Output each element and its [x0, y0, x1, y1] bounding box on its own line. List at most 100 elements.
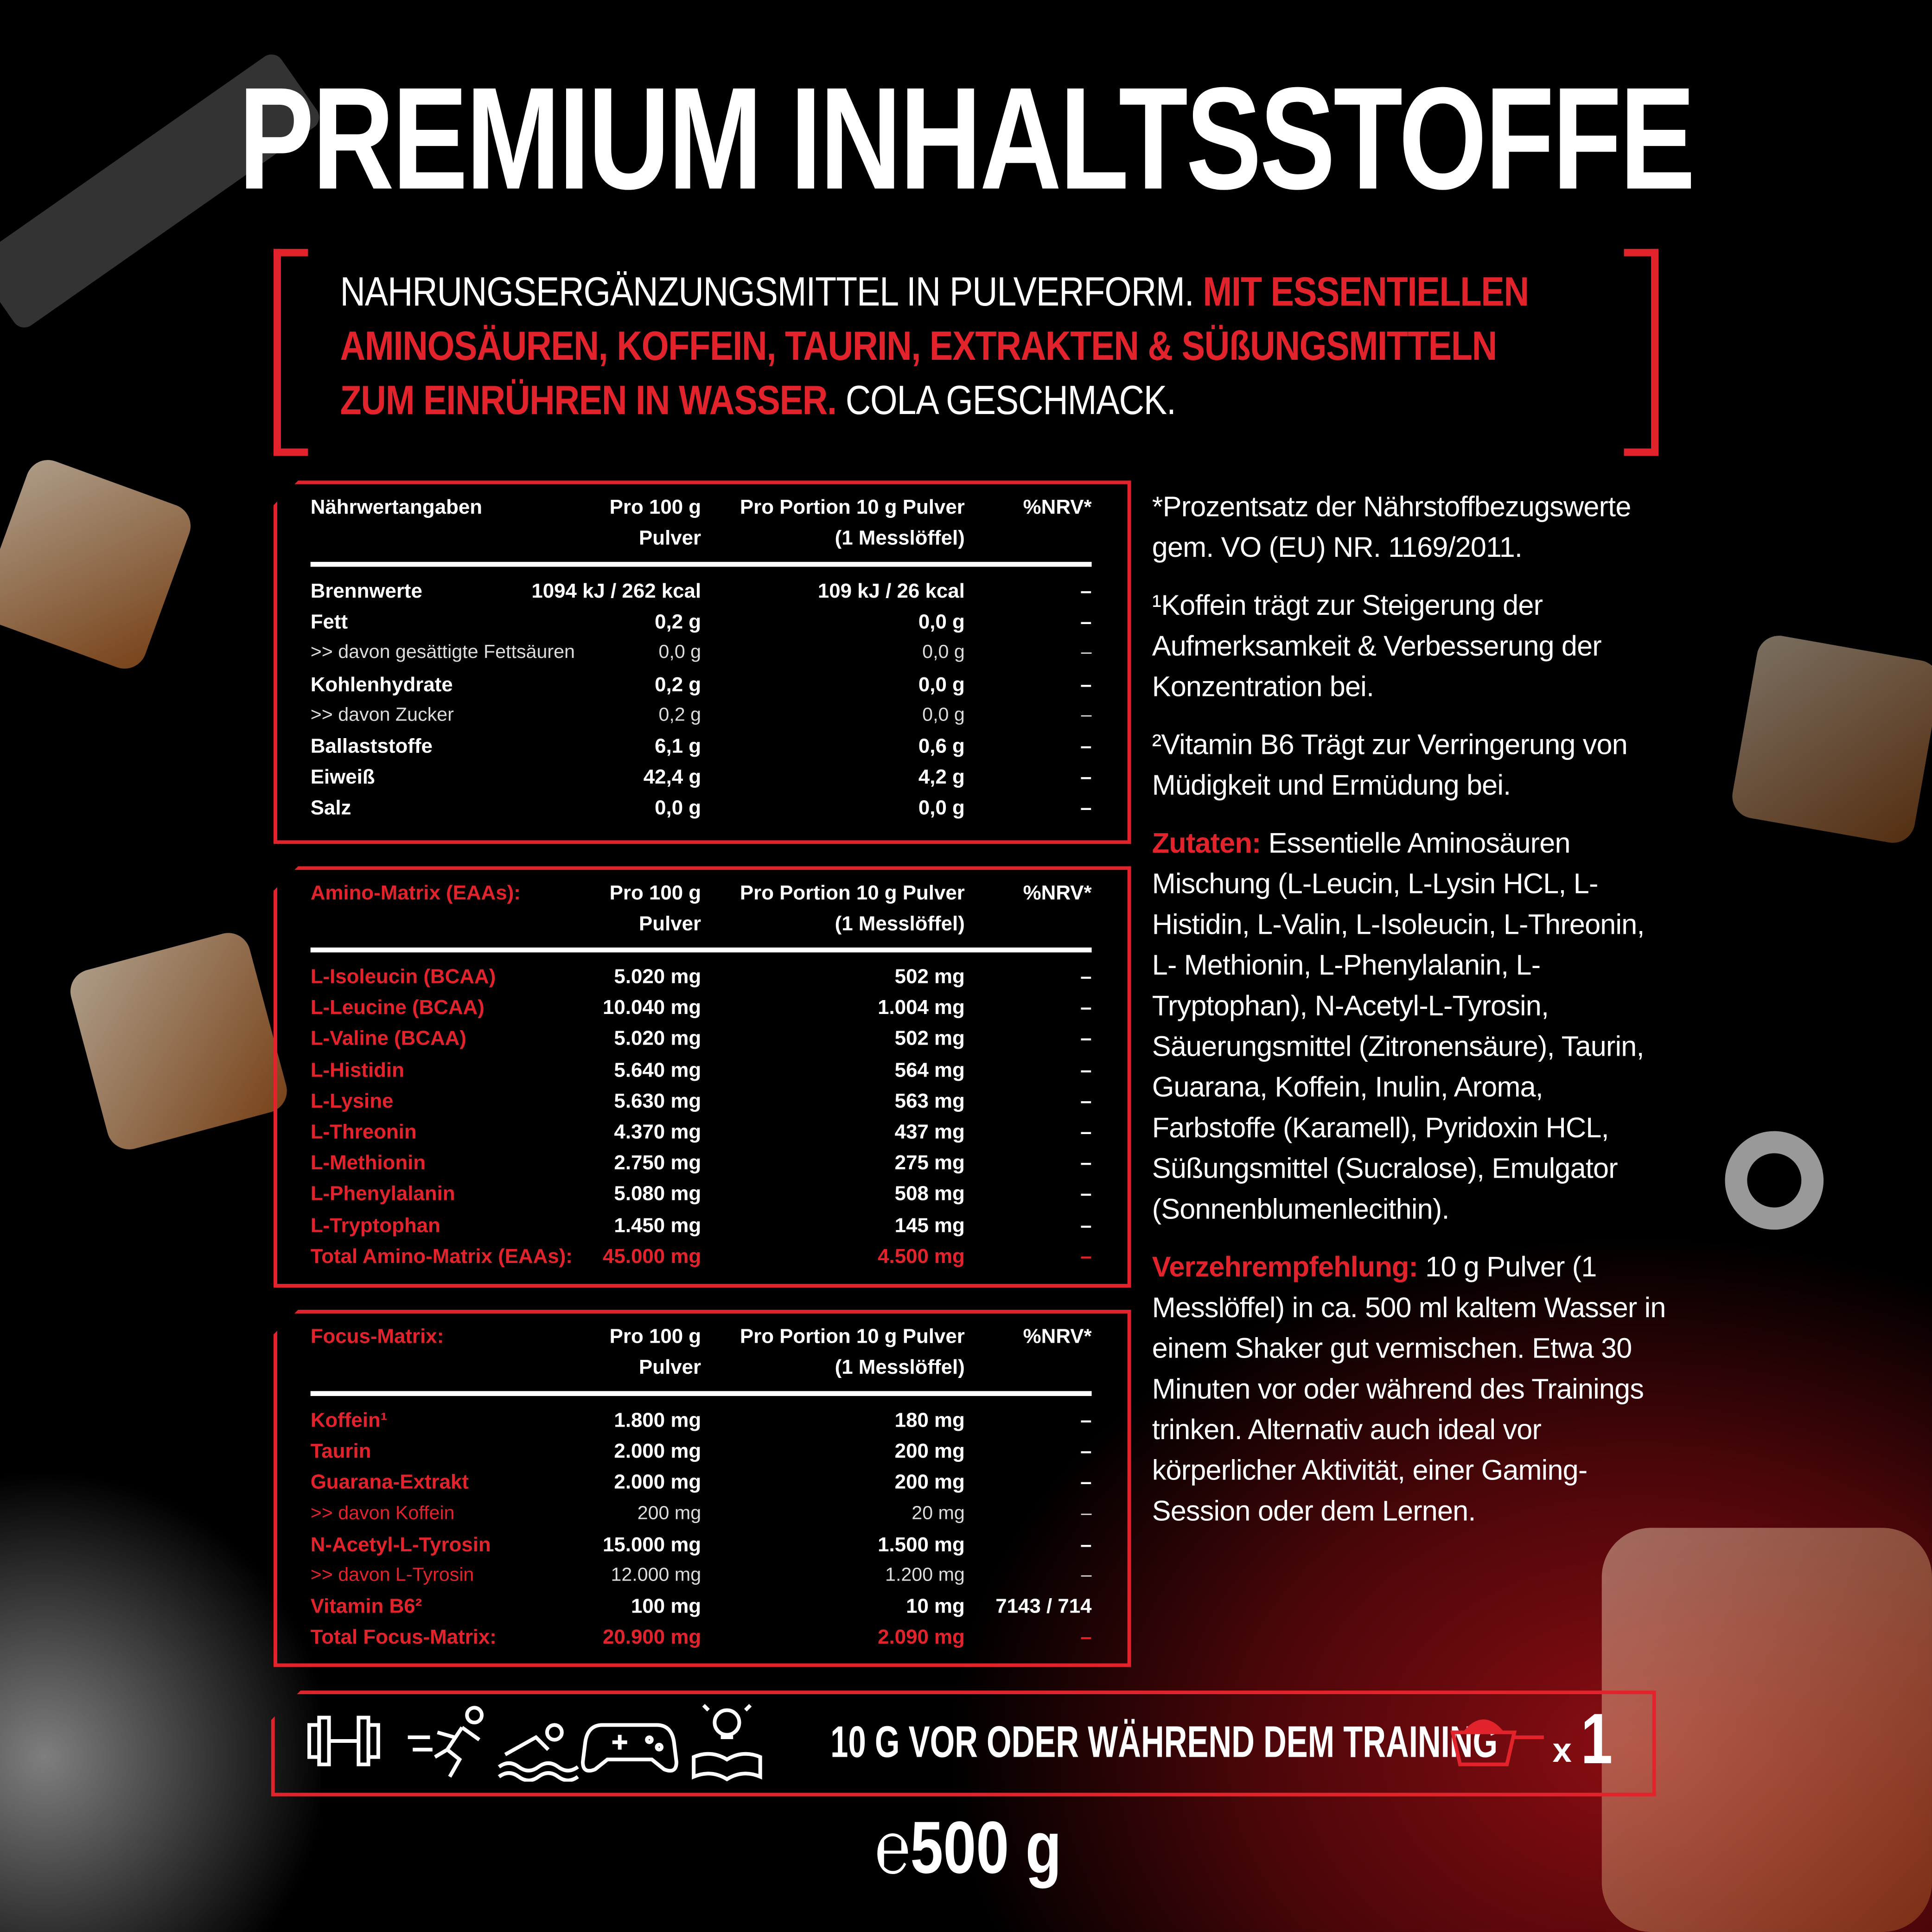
nrv-note: *Prozentsatz der Nährstoffbezugswerte ge… [1152, 490, 1632, 563]
row-label: Salz [310, 797, 351, 820]
column-header: Pro Portion 10 g Pulver [740, 496, 965, 519]
value-per-100g: 5.020 mg [614, 1028, 701, 1051]
column-header: %NRV* [1023, 882, 1092, 905]
value-nrv: – [1080, 997, 1092, 1020]
value-per-portion: 0,0 g [918, 673, 965, 696]
row-label: Brennwerte [310, 580, 422, 603]
value-nrv: – [1081, 642, 1092, 663]
value-per-100g: 1.800 mg [614, 1409, 701, 1432]
column-header: %NRV* [1023, 1326, 1092, 1348]
table-row: Guarana-Extrakt 2.000 mg 200 mg – [311, 1468, 1092, 1498]
column-header: Pulver [639, 527, 701, 550]
multiplier-count: 1 [1581, 1699, 1613, 1779]
value-per-100g: 5.640 mg [614, 1059, 701, 1082]
value-per-portion: 0,6 g [918, 735, 965, 758]
column-header: (1 Messlöffel) [835, 913, 965, 936]
value-per-100g: 15.000 mg [603, 1534, 701, 1556]
value-per-portion: 1.500 mg [878, 1534, 965, 1556]
runner-icon [408, 1706, 484, 1778]
row-label: Vitamin B6² [310, 1595, 422, 1618]
value-per-100g: 2.000 mg [614, 1472, 701, 1494]
value-per-100g: 45.000 mg [603, 1245, 701, 1268]
table-row: N-Acetyl-L-Tyrosin 15.000 mg 1.500 mg – [311, 1530, 1092, 1560]
ice-cube-image [65, 928, 292, 1154]
value-per-portion: 2.090 mg [878, 1626, 965, 1649]
table-row: L-Histidin 5.640 mg 564 mg – [311, 1055, 1092, 1085]
value-per-portion: 1.200 mg [885, 1565, 965, 1586]
table-frame [273, 866, 1131, 1288]
table-row: Taurin 2.000 mg 200 mg – [311, 1437, 1092, 1467]
product-description: NAHRUNGSERGÄNZUNGSMITTEL IN PULVERFORM. … [340, 265, 1621, 427]
value-per-portion: 4,2 g [918, 766, 965, 789]
table-row: >> davon L-Tyrosin 12.000 mg 1.200 mg – [311, 1561, 1092, 1591]
value-per-portion: 0,0 g [918, 797, 965, 820]
table-row: L-Phenylalanin 5.080 mg 508 mg – [311, 1180, 1092, 1209]
usage: Verzehrempfehlung: 10 g Pulver (1 Messlö… [1152, 1247, 1670, 1531]
value-nrv: – [1080, 735, 1092, 758]
row-label: Total Amino-Matrix (EAAs): [310, 1245, 573, 1268]
column-header: Pro 100 g [609, 1326, 701, 1348]
multiplier-x: x [1552, 1731, 1572, 1770]
value-nrv: – [1080, 1245, 1092, 1268]
value-nrv: – [1081, 1503, 1092, 1524]
ice-cube-image [0, 453, 197, 675]
ice-cubes-image [1601, 1528, 1932, 1932]
header-divider [310, 947, 1092, 953]
net-weight: ℮500 g [874, 1806, 1062, 1889]
value-per-100g: 1.450 mg [614, 1214, 701, 1237]
table-row: L-Lysine 5.630 mg 563 mg – [311, 1086, 1092, 1116]
value-per-100g: 5.080 mg [614, 1183, 701, 1206]
value-per-portion: 1.004 mg [878, 997, 965, 1020]
row-label: Kohlenhydrate [310, 673, 453, 696]
weight-nut-image [1725, 1131, 1824, 1230]
activity-icons [307, 1704, 762, 1782]
value-per-100g: 0,2 g [658, 704, 701, 726]
ingredients-text: Essentielle Aminosäuren Mischung (L-Leuc… [1152, 827, 1645, 1225]
bracket-left [273, 249, 308, 456]
usage-bar [271, 1690, 1656, 1797]
table-header-row: Pulver (1 Messlöffel) [311, 523, 1092, 553]
table-row: L-Tryptophan 1.450 mg 145 mg – [311, 1211, 1092, 1240]
footnote-b6: ²Vitamin B6 Trägt zur Verringerung von M… [1152, 728, 1628, 801]
value-nrv: – [1080, 1152, 1092, 1175]
ingredients-label: Zutaten: [1152, 827, 1261, 859]
desc-highlight: AMINOSÄUREN, KOFFEIN, TAURIN, EXTRAKTEN … [340, 323, 1497, 369]
row-label: Total Focus-Matrix: [310, 1626, 497, 1649]
value-nrv: – [1080, 1121, 1092, 1144]
value-nrv: – [1081, 704, 1092, 726]
value-nrv: – [1080, 1059, 1092, 1082]
table-row: >> davon Koffein 200 mg 20 mg – [311, 1499, 1092, 1529]
value-nrv: – [1080, 1472, 1092, 1494]
column-header: (1 Messlöffel) [835, 1356, 965, 1379]
table-row: Salz 0,0 g 0,0 g – [311, 794, 1092, 823]
value-per-100g: 2.750 mg [614, 1152, 701, 1175]
row-label: >> davon gesättigte Fettsäuren [310, 642, 575, 663]
footnote-caffeine: ¹Koffein trägt zur Steigerung der Aufmer… [1152, 589, 1602, 702]
row-label: Taurin [310, 1441, 371, 1463]
table-row: L-Threonin 4.370 mg 437 mg – [311, 1117, 1092, 1147]
value-per-100g: 6,1 g [655, 735, 701, 758]
row-label: L-Leucine (BCAA) [310, 997, 485, 1020]
notes-column: *Prozentsatz der Nährstoffbezugswerte ge… [1152, 487, 1670, 1549]
column-header: Pulver [639, 913, 701, 936]
row-label: L-Methionin [310, 1152, 426, 1175]
value-per-portion: 0,0 g [922, 642, 965, 663]
row-label: Ballaststoffe [310, 735, 433, 758]
row-label: L-Isoleucin (BCAA) [310, 966, 496, 988]
value-per-portion: 200 mg [894, 1472, 965, 1494]
column-header: Pro 100 g [609, 882, 701, 905]
value-per-100g: 2.000 mg [614, 1441, 701, 1463]
header-divider [310, 561, 1092, 567]
value-per-portion: 563 mg [894, 1090, 965, 1113]
value-nrv: – [1080, 1441, 1092, 1463]
value-per-100g: 0,2 g [655, 673, 701, 696]
table-frame [273, 1309, 1131, 1667]
table-total-row: Total Amino-Matrix (EAAs): 45.000 mg 4.500… [311, 1242, 1092, 1271]
desc-text: COLA GESCHMACK. [836, 377, 1176, 423]
table-row: Fett 0,2 g 0,0 g – [311, 608, 1092, 638]
table-heading: Focus-Matrix: [310, 1326, 444, 1348]
value-per-portion: 502 mg [894, 1028, 965, 1051]
usage-text: 10 g Pulver (1 Messlöffel) in ca. 500 ml… [1152, 1250, 1666, 1527]
column-header: %NRV* [1023, 496, 1092, 519]
value-per-portion: 564 mg [894, 1059, 965, 1082]
